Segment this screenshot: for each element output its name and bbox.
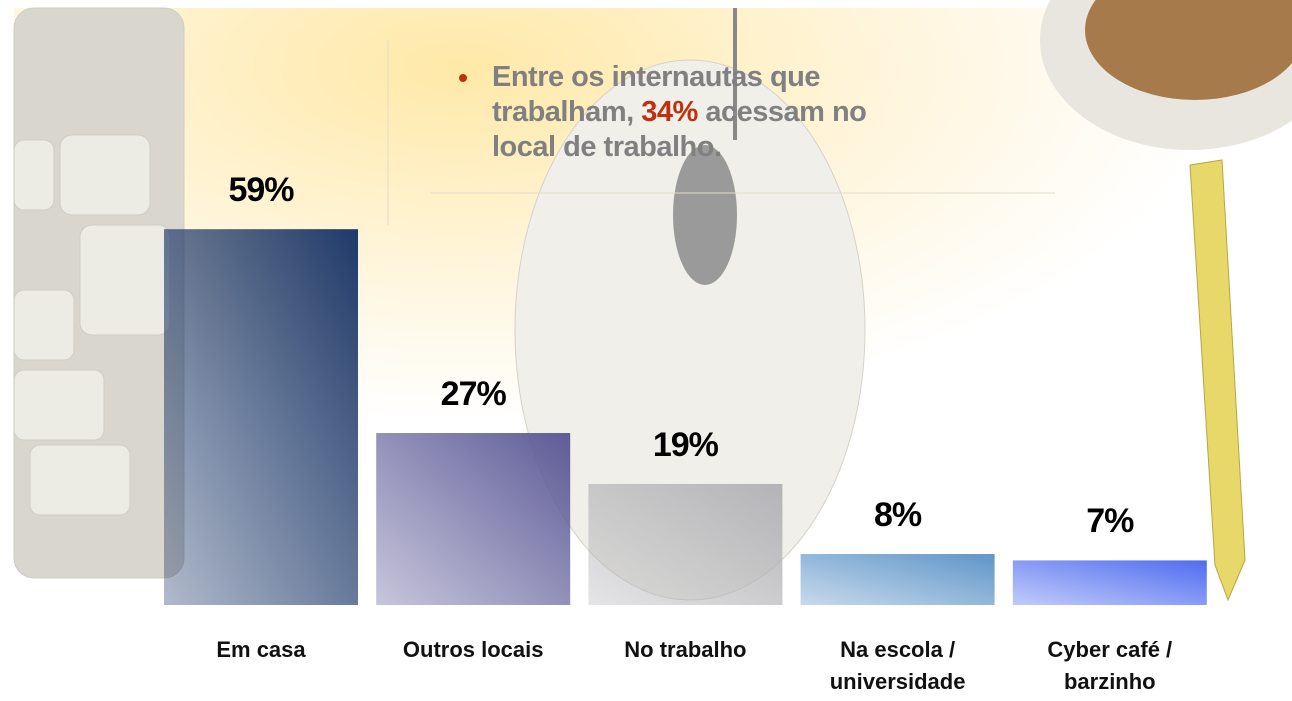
bar: [164, 229, 358, 605]
bar: [801, 554, 995, 605]
value-label: 59%: [164, 171, 358, 210]
bullet: [459, 74, 467, 82]
bar: [588, 484, 782, 605]
keypad: [14, 8, 184, 578]
value-label: 27%: [376, 375, 570, 414]
slide: Entre os internautas que trabalham, 34% …: [0, 0, 1292, 701]
x-tick-label: Outros locais: [385, 634, 561, 666]
value-label: 19%: [588, 426, 782, 465]
bar: [376, 433, 570, 605]
annotation: Entre os internautas que trabalham, 34% …: [492, 60, 922, 165]
x-tick-label: No trabalho: [597, 634, 773, 666]
x-tick-label: Em casa: [173, 634, 349, 666]
x-tick-label: Na escola / universidade: [810, 634, 986, 698]
annotation-highlight: 34%: [641, 96, 698, 128]
bar: [1013, 560, 1207, 605]
value-label: 7%: [1013, 502, 1207, 541]
x-tick-label: Cyber café / barzinho: [1022, 634, 1198, 698]
value-label: 8%: [801, 496, 995, 535]
